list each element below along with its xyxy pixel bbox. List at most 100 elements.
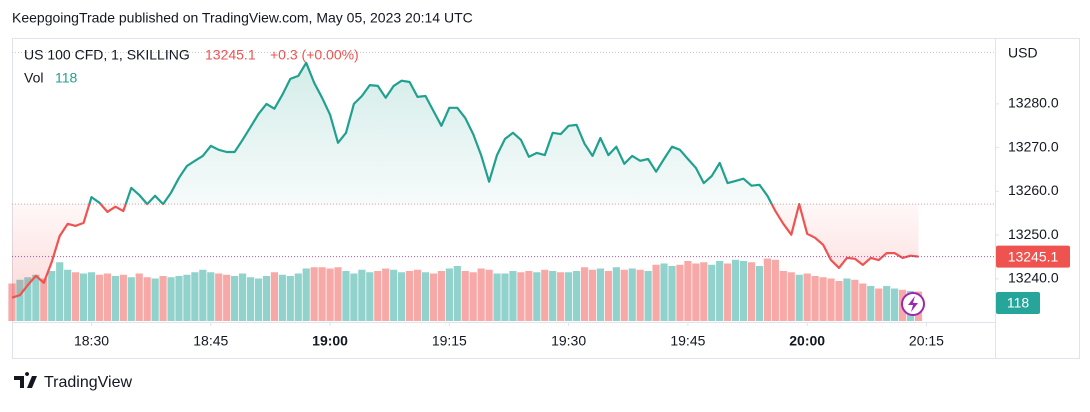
volume-bar (755, 266, 764, 321)
x-tick-label: 19:00 (312, 333, 348, 349)
symbol-title: US 100 CFD, 1, SKILLING (24, 47, 190, 63)
volume-bar (493, 273, 501, 321)
volume-bar (87, 272, 96, 321)
volume-bar (278, 274, 286, 321)
volume-bar (32, 274, 40, 321)
volume-bar (159, 276, 167, 321)
volume-bar (238, 273, 247, 321)
volume-bar (56, 262, 64, 321)
volume-bar (891, 288, 899, 321)
volume-bar (883, 286, 891, 321)
volume-bar (64, 269, 72, 321)
volume-bar (533, 272, 541, 321)
volume-bar (731, 259, 740, 321)
volume-bar (79, 273, 88, 321)
volume-last: 118 (55, 70, 78, 86)
volume-bar (270, 272, 279, 321)
volume-bar (588, 269, 597, 321)
volume-bar (747, 262, 756, 321)
volume-bar (851, 279, 859, 321)
volume-bar (819, 277, 827, 321)
volume-bar (310, 267, 318, 321)
volume-bar (644, 271, 652, 321)
volume-bar (445, 268, 453, 321)
x-tick-label: 18:30 (74, 333, 109, 349)
volume-bar (318, 267, 326, 321)
volume-bar (509, 271, 517, 321)
volume-bar (167, 277, 175, 321)
volume-bar (207, 272, 215, 321)
volume-bar (565, 272, 573, 321)
volume-bar (557, 272, 565, 321)
price-line (11, 61, 919, 299)
y-tick-label: 13250.0 (1008, 226, 1059, 242)
tradingview-logo[interactable]: TradingView (14, 372, 132, 391)
volume-bar (811, 276, 819, 321)
volume-bar (620, 269, 628, 321)
volume-bar (708, 264, 716, 321)
volume-bar (724, 263, 732, 321)
volume-bar (875, 288, 883, 321)
volume-bar (294, 273, 302, 321)
volume-bar (405, 271, 414, 321)
volume-bar (374, 271, 382, 321)
volume-bar (692, 263, 700, 321)
last-price: 13245.1 (205, 47, 256, 63)
currency: USD (1008, 45, 1038, 61)
volume-bar (469, 272, 477, 321)
last-price-label: 13245.1 (1008, 248, 1059, 264)
volume-bar (382, 268, 390, 321)
last-volume-box (996, 292, 1040, 314)
volume-bar (739, 261, 748, 321)
volume-bar (604, 271, 612, 321)
volume-bar (676, 264, 684, 321)
volume-bar (716, 261, 724, 321)
volume-bar (127, 277, 135, 321)
volume-bar (223, 274, 231, 321)
volume-bar (111, 276, 119, 321)
volume-bar (390, 269, 398, 321)
volume-bar (103, 273, 112, 321)
last-volume-label: 118 (1007, 295, 1030, 311)
volume-bar (660, 263, 668, 321)
volume-bar (517, 272, 525, 321)
volume-bar (596, 268, 605, 321)
x-tick-label: 19:30 (551, 333, 586, 349)
volume-bar (135, 273, 143, 321)
volume-bar (350, 273, 358, 321)
y-tick-label: 13260.0 (1008, 182, 1059, 198)
volume-bar (326, 268, 334, 321)
volume-bar (763, 258, 772, 321)
volume-bar (342, 271, 350, 321)
volume-bar (119, 274, 127, 321)
volume-bar (72, 272, 80, 321)
volume-bar (95, 274, 104, 321)
x-tick-label: 19:45 (670, 333, 705, 349)
y-tick-label: 13280.0 (1008, 95, 1059, 111)
volume-bar (684, 261, 692, 321)
volume-bar (334, 267, 342, 321)
chart-frame (12, 38, 1080, 359)
y-tick-label: 13240.0 (1008, 270, 1059, 286)
volume-bar (302, 268, 310, 321)
volume-bar (48, 271, 56, 321)
volume-bar (246, 277, 255, 321)
volume-bar (501, 273, 509, 321)
x-tick-label: 19:15 (432, 333, 467, 349)
volume-bar (580, 267, 589, 321)
volume-bar (541, 269, 549, 321)
y-tick-label: 13270.0 (1008, 138, 1059, 154)
volume-bar (787, 272, 795, 321)
volume-bar (612, 267, 620, 321)
volume-bar (485, 269, 493, 321)
volume-bar (429, 273, 438, 321)
baseline-area (12, 62, 919, 298)
volume-bar (231, 276, 239, 321)
volume-bar (40, 278, 48, 321)
plot-area (8, 61, 995, 321)
lightning-icon[interactable] (901, 292, 925, 316)
volume-bar (477, 268, 485, 321)
volume-bar (771, 259, 779, 321)
volume-bar (413, 269, 422, 321)
volume-bar (572, 271, 581, 321)
